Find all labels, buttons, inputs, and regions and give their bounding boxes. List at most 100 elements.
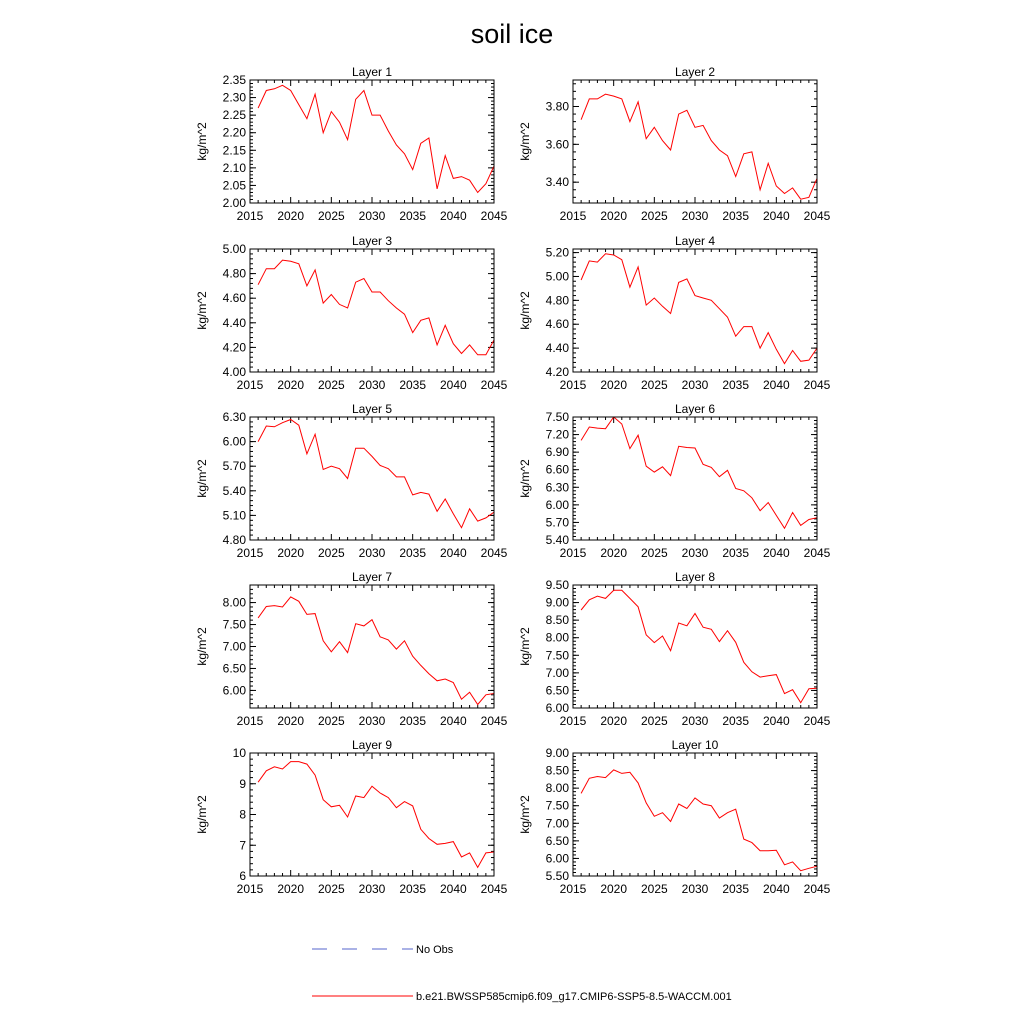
y-tick-label: 6.30 <box>546 480 570 494</box>
x-tick-label: 2020 <box>600 378 627 392</box>
y-tick-label: 4.60 <box>223 291 247 305</box>
x-tick-label: 2035 <box>722 882 749 896</box>
panel-layer-8: Layer 8 2015 2020 2025 2030 2035 2040 2045 6.00 6… <box>518 570 831 728</box>
y-tick-label: 7.00 <box>223 640 247 654</box>
y-tick-label: 9.50 <box>546 578 570 592</box>
plot-frame <box>572 79 818 204</box>
y-tick-label: 3.80 <box>546 99 570 113</box>
y-tick-label: 7.00 <box>546 666 570 680</box>
x-tick-label: 2025 <box>641 546 668 560</box>
y-tick-label: 9.00 <box>546 596 570 610</box>
y-tick-label: 6.00 <box>223 435 247 449</box>
y-tick-label: 7.50 <box>546 799 570 813</box>
x-tick-label: 2040 <box>440 882 467 896</box>
x-tick-label: 2045 <box>804 714 831 728</box>
y-tick-label: 5.00 <box>223 242 247 256</box>
x-tick-label: 2020 <box>277 209 304 223</box>
y-tick-label: 6.90 <box>546 445 570 459</box>
y-tick-label: 7.50 <box>546 410 570 424</box>
x-tick-label: 2020 <box>277 378 304 392</box>
plot-frame <box>249 752 495 877</box>
y-tick-label: 2.30 <box>223 91 247 105</box>
x-tick-label: 2030 <box>682 209 709 223</box>
x-tick-label: 2015 <box>560 882 587 896</box>
series-line-layer-8 <box>580 589 817 704</box>
y-tick-label: 6.00 <box>546 851 570 865</box>
x-tick-label: 2025 <box>641 378 668 392</box>
x-tick-label: 2030 <box>682 882 709 896</box>
y-tick-label: 5.10 <box>223 508 247 522</box>
series-line-layer-6 <box>580 417 817 530</box>
y-tick-label: 6.50 <box>546 834 570 848</box>
x-tick-label: 2040 <box>763 714 790 728</box>
y-axis-label: kg/m^2 <box>195 795 209 834</box>
plot-frame <box>249 79 495 204</box>
series-line-layer-5 <box>257 418 494 529</box>
y-tick-label: 5.40 <box>223 484 247 498</box>
panel-title-layer-2: Layer 2 <box>675 65 715 79</box>
plot-frame <box>249 248 495 373</box>
y-axis-label: kg/m^2 <box>518 795 532 834</box>
x-tick-label: 2035 <box>722 714 749 728</box>
series-line-layer-2 <box>580 93 817 200</box>
y-axis-label: kg/m^2 <box>195 627 209 666</box>
x-tick-label: 2015 <box>560 209 587 223</box>
series-line-layer-10 <box>580 769 817 872</box>
x-tick-label: 2045 <box>481 882 508 896</box>
x-tick-label: 2025 <box>318 882 345 896</box>
x-tick-label: 2015 <box>237 378 264 392</box>
y-axis-label: kg/m^2 <box>518 291 532 330</box>
panel-layer-2: Layer 2 2015 2020 2025 2030 2035 2040 2045 3.40 3… <box>518 65 831 223</box>
x-tick-label: 2015 <box>560 546 587 560</box>
x-tick-label: 2025 <box>318 378 345 392</box>
series-line-layer-3 <box>257 259 494 356</box>
y-axis-label: kg/m^2 <box>195 122 209 161</box>
plot-frame <box>249 584 495 709</box>
x-tick-label: 2035 <box>722 209 749 223</box>
y-axis-label: kg/m^2 <box>518 627 532 666</box>
y-tick-label: 5.50 <box>546 869 570 883</box>
x-tick-label: 2020 <box>600 209 627 223</box>
y-tick-label: 6.60 <box>546 463 570 477</box>
plot-frame <box>572 248 818 373</box>
y-tick-label: 4.60 <box>546 317 570 331</box>
figure-title: soil ice <box>471 19 554 49</box>
panel-title-layer-9: Layer 9 <box>352 738 392 752</box>
y-tick-label: 4.80 <box>223 267 247 281</box>
legend: No Obs b.e21.BWSSP585cmip6.f09_g17.CMIP6… <box>312 944 732 1003</box>
x-tick-label: 2040 <box>440 378 467 392</box>
series-line-layer-4 <box>580 253 817 365</box>
x-tick-label: 2030 <box>682 714 709 728</box>
panel-title-layer-5: Layer 5 <box>352 402 392 416</box>
y-tick-label: 4.20 <box>223 340 247 354</box>
y-tick-label: 2.10 <box>223 161 247 175</box>
x-tick-label: 2030 <box>359 546 386 560</box>
y-axis-label: kg/m^2 <box>518 459 532 498</box>
x-tick-label: 2040 <box>440 714 467 728</box>
x-tick-label: 2015 <box>560 714 587 728</box>
y-tick-label: 4.80 <box>546 293 570 307</box>
x-tick-label: 2025 <box>318 209 345 223</box>
y-tick-label: 2.35 <box>223 73 247 87</box>
x-tick-label: 2030 <box>359 209 386 223</box>
y-tick-label: 6 <box>239 869 246 883</box>
panel-title-layer-8: Layer 8 <box>675 570 715 584</box>
x-tick-label: 2045 <box>481 209 508 223</box>
x-tick-label: 2045 <box>804 209 831 223</box>
panel-layer-5: Layer 5 2015 2020 2025 2030 2035 2040 2045 4.80 5… <box>195 402 508 560</box>
x-tick-label: 2040 <box>763 378 790 392</box>
y-tick-label: 6.50 <box>223 661 247 675</box>
y-tick-label: 8 <box>239 808 246 822</box>
x-tick-label: 2045 <box>804 882 831 896</box>
series-line-layer-7 <box>257 596 494 706</box>
panel-title-layer-10: Layer 10 <box>672 738 719 752</box>
y-tick-label: 7 <box>239 838 246 852</box>
y-tick-label: 8.00 <box>223 596 247 610</box>
x-tick-label: 2045 <box>804 378 831 392</box>
y-axis-label: kg/m^2 <box>195 459 209 498</box>
plot-frame <box>572 584 818 709</box>
y-tick-label: 8.00 <box>546 781 570 795</box>
y-tick-label: 5.20 <box>546 246 570 260</box>
